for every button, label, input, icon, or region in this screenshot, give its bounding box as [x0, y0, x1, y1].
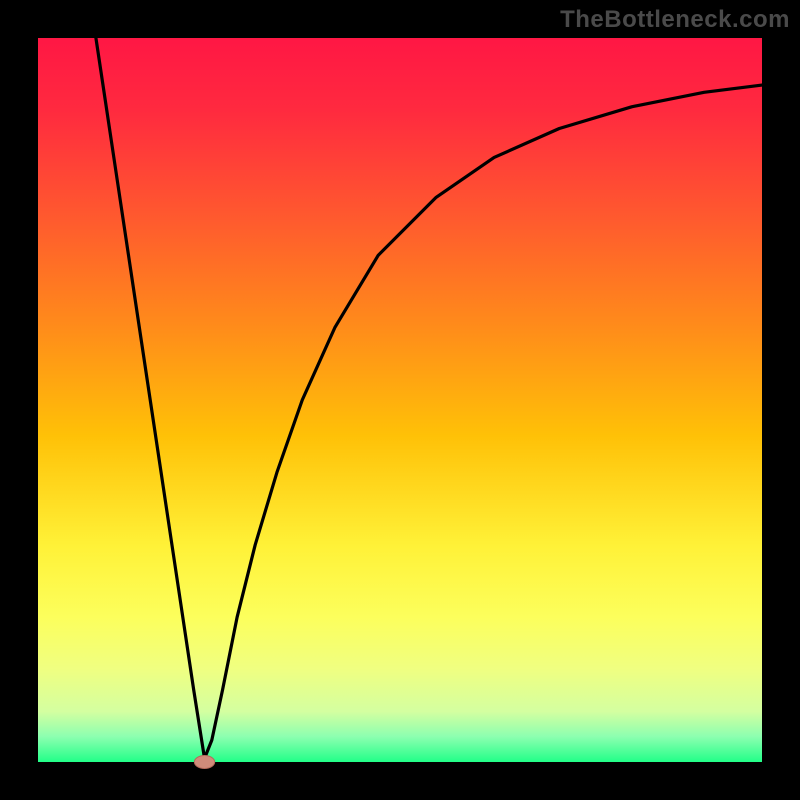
- watermark-text: TheBottleneck.com: [560, 6, 790, 34]
- bottleneck-chart: [0, 0, 800, 800]
- plot-background: [38, 38, 762, 762]
- optimal-point-marker: [194, 755, 214, 768]
- chart-container: TheBottleneck.com: [0, 0, 800, 800]
